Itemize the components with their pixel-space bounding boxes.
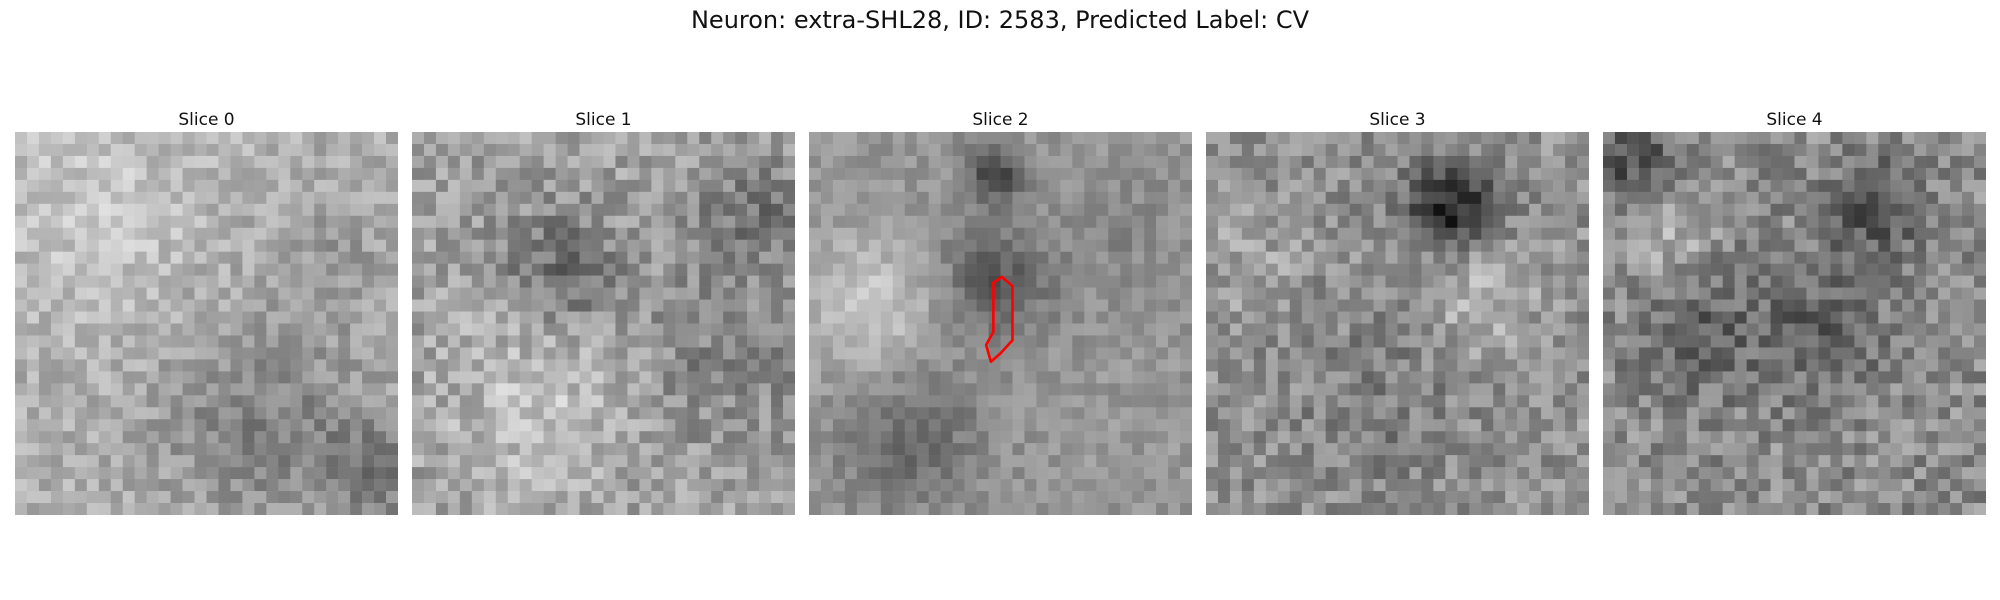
slice-title: Slice 3: [1369, 110, 1426, 130]
slice-image: [809, 132, 1192, 515]
segmentation-contour: [984, 275, 1014, 364]
slice-image: [1206, 132, 1589, 515]
slice-image: [1603, 132, 1986, 515]
slice-title: Slice 0: [178, 110, 235, 130]
slice-title: Slice 4: [1766, 110, 1823, 130]
slice-panel-4: Slice 4: [1603, 108, 1986, 515]
slice-title: Slice 1: [575, 110, 632, 130]
slice-title: Slice 2: [972, 110, 1029, 130]
slice-image: [15, 132, 398, 515]
slice-panel-2: Slice 2: [809, 108, 1192, 515]
slice-image: [412, 132, 795, 515]
slice-panel-0: Slice 0: [15, 108, 398, 515]
slice-panel-1: Slice 1: [412, 108, 795, 515]
slice-panel-3: Slice 3: [1206, 108, 1589, 515]
figure-title: Neuron: extra-SHL28, ID: 2583, Predicted…: [690, 6, 1310, 34]
